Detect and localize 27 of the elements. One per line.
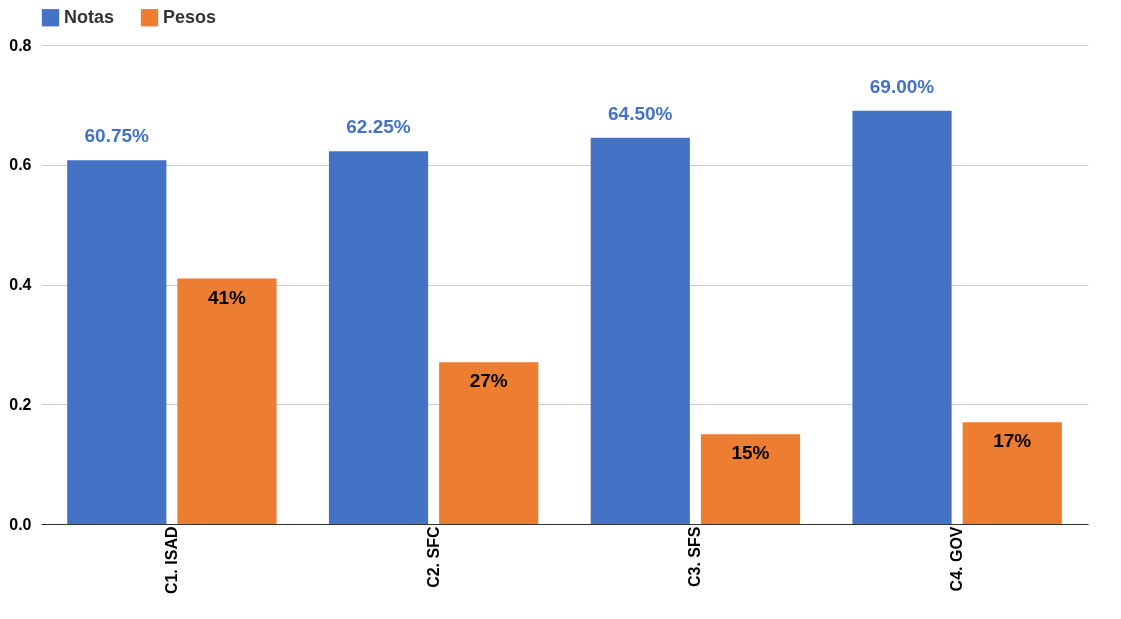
data-label: 41% — [207, 286, 247, 308]
data-label: 60.75% — [84, 125, 150, 147]
y-tick-label: 0.0 — [9, 515, 32, 533]
bar — [439, 362, 539, 524]
x-tick-label: C1. ISAD — [162, 526, 180, 595]
data-label: 69.00% — [869, 75, 935, 97]
y-tick-label: 0.6 — [9, 156, 32, 174]
bar — [67, 160, 167, 524]
y-tick-label: 0.2 — [9, 395, 32, 413]
x-tick-label: C4. GOV — [948, 526, 966, 592]
data-label: 62.25% — [346, 116, 411, 138]
legend-label: Notas — [64, 6, 115, 27]
data-label: 17% — [993, 430, 1032, 452]
data-label: 64.50% — [608, 102, 673, 124]
y-tick-label: 0.4 — [9, 276, 32, 293]
bar — [177, 278, 277, 524]
data-label: 15% — [731, 442, 770, 464]
x-tick-label: C2. SFC — [424, 526, 442, 588]
bar — [700, 434, 801, 524]
bar — [962, 422, 1062, 524]
bar — [328, 151, 429, 524]
y-tick-label: 0.8 — [9, 36, 32, 54]
bar — [590, 137, 690, 524]
legend-label: Pesos — [163, 6, 217, 27]
x-tick-label: C3. SFS — [686, 526, 704, 587]
bar — [852, 110, 952, 524]
data-label: 27% — [469, 370, 508, 392]
